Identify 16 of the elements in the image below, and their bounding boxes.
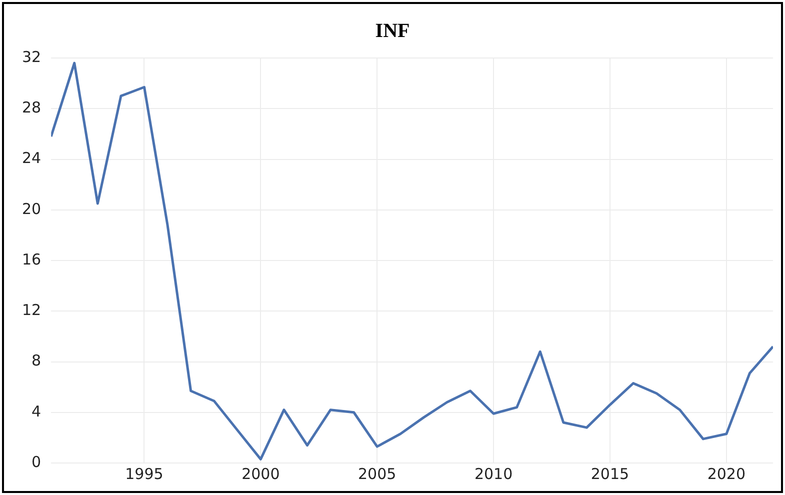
y-tick-label: 8 — [32, 352, 42, 370]
y-tick-label: 12 — [22, 301, 42, 320]
y-tick-label: 24 — [22, 149, 42, 168]
x-tick-label: 2010 — [474, 464, 513, 483]
y-tick-label: 16 — [22, 250, 42, 268]
x-tick-label: 2015 — [590, 464, 630, 483]
y-tick-label: 0 — [32, 452, 42, 471]
y-tick-label: 4 — [32, 402, 42, 420]
y-tick-label: 32 — [22, 48, 42, 66]
chart-title: INF — [375, 20, 410, 42]
y-tick-label: 20 — [22, 200, 42, 218]
y-tick-label: 28 — [22, 98, 42, 117]
x-tick-label: 2000 — [242, 464, 280, 483]
x-tick-label: 2005 — [358, 464, 396, 483]
x-tick-label: 2020 — [707, 464, 746, 483]
x-tick-label: 1995 — [125, 464, 164, 483]
